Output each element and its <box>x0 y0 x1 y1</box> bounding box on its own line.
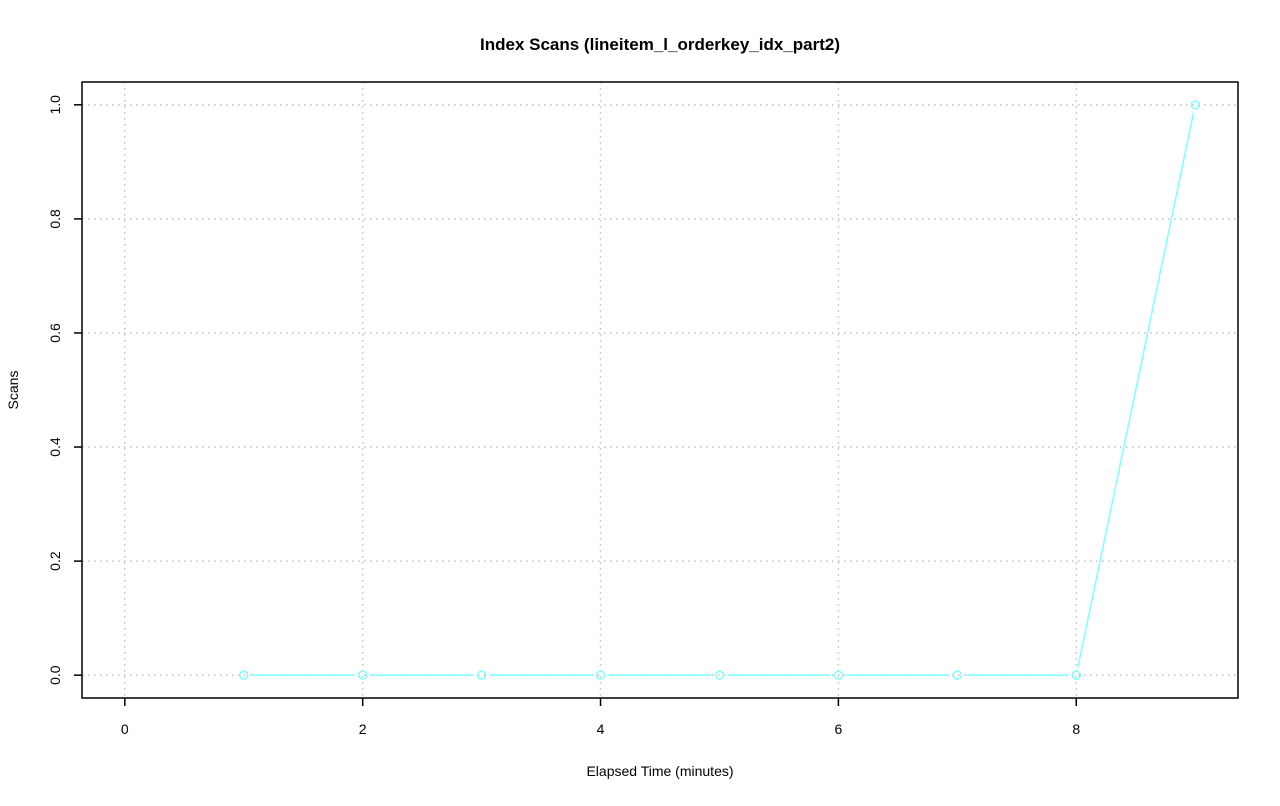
grid <box>82 82 1238 698</box>
data-point <box>476 670 487 680</box>
y-tick-label: 0.2 <box>47 551 63 571</box>
data-point <box>238 670 249 680</box>
y-axis-label: Scans <box>5 371 21 410</box>
chart-title: Index Scans (lineitem_l_orderkey_idx_par… <box>480 35 840 54</box>
data-point <box>1071 670 1082 680</box>
y-tick-label: 0.0 <box>47 665 63 685</box>
data-point <box>595 670 606 680</box>
x-tick-label: 8 <box>1072 721 1080 737</box>
data-point <box>714 670 725 680</box>
y-tick-label: 1.0 <box>47 95 63 115</box>
plot-frame <box>81 81 1239 699</box>
y-tick-label: 0.4 <box>47 437 63 457</box>
y-tick-label: 0.8 <box>47 209 63 229</box>
data-point <box>357 670 368 680</box>
x-tick-label: 6 <box>834 721 842 737</box>
data-point <box>833 670 844 680</box>
series <box>238 100 1200 680</box>
axis-ticks: 0 2 4 6 8 0.0 0.2 0.4 0.6 0.8 1.0 <box>47 95 1080 737</box>
data-point <box>1190 100 1200 110</box>
x-tick-label: 0 <box>121 721 129 737</box>
y-tick-label: 0.6 <box>47 323 63 343</box>
x-tick-label: 4 <box>597 721 605 737</box>
data-point <box>952 670 963 680</box>
x-tick-label: 2 <box>359 721 367 737</box>
series-line-segment <box>1077 112 1195 668</box>
x-axis-label: Elapsed Time (minutes) <box>586 763 733 779</box>
